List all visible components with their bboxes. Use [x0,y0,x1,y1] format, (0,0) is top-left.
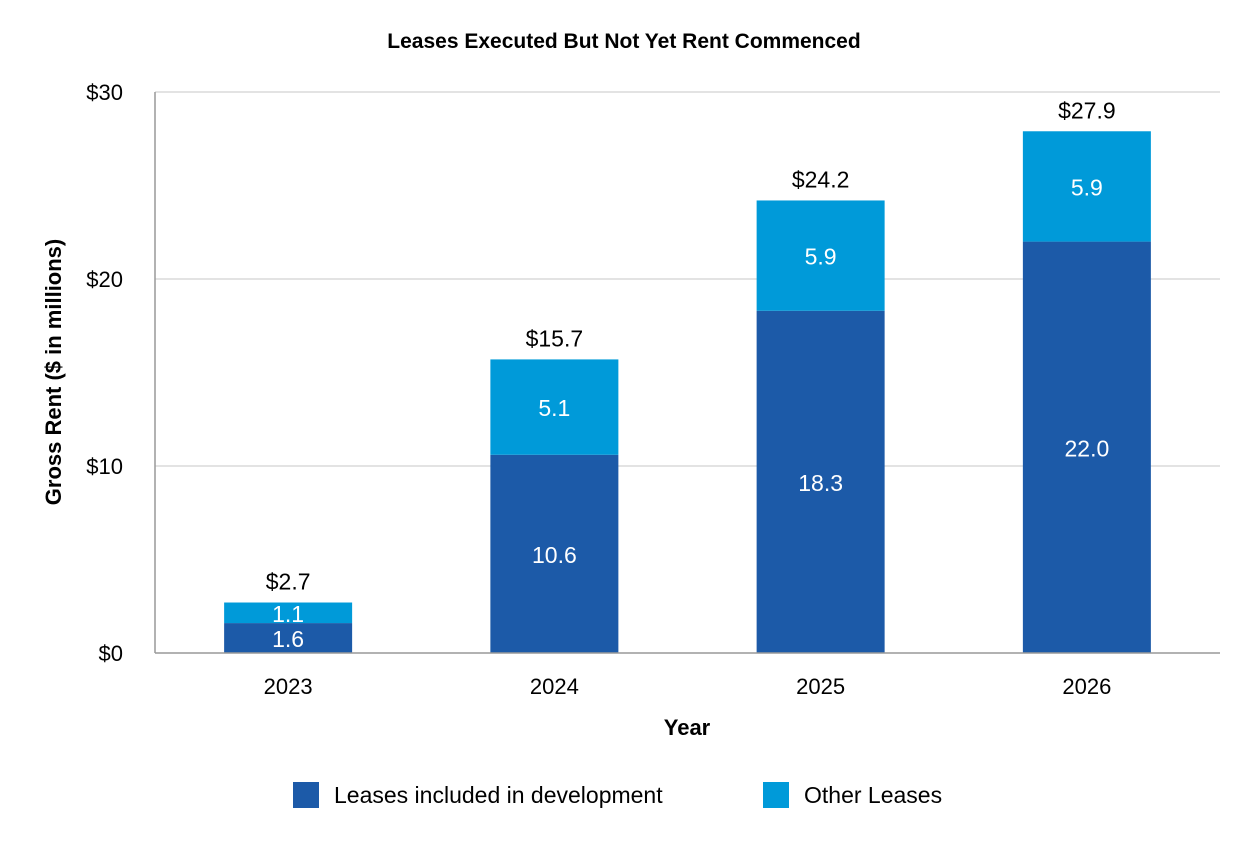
legend-label-development: Leases included in development [334,782,663,808]
y-tick-label: $0 [99,641,123,666]
x-axis-label: Year [664,715,711,740]
legend-label-other: Other Leases [804,782,942,808]
bar-data-label: 10.6 [532,542,577,568]
bar-data-label: 5.1 [538,395,570,421]
bar-segment-development-2024 [490,454,619,653]
bar-segment-other-2026 [1022,131,1151,242]
legend: Leases included in development Other Lea… [293,782,942,808]
bar-segment-development-2026 [1022,241,1151,653]
x-tick-label: 2024 [530,674,579,699]
legend-swatch-development [293,782,319,808]
bar-segment-other-2023 [224,602,353,624]
bars: 1.61.1 $2.7 10.6 5.1 $15.7 18.3 5.9 $24.2 22.0 5.… [224,97,1151,653]
bar-segment-development-2025 [756,310,885,653]
bar-data-label: 22.0 [1064,435,1109,461]
bar-segment-other-2024 [490,359,619,455]
y-tick-label: $30 [86,80,123,105]
bar-total-label: $27.9 [1058,97,1116,123]
bar-total-label: $2.7 [266,569,311,595]
x-axis-ticks: 2023 2024 2025 2026 [264,674,1112,699]
bar-segment-development-2023 [224,623,353,653]
y-axis-label: Gross Rent ($ in millions) [41,239,66,505]
bar-data-label: 5.9 [1071,174,1103,200]
legend-swatch-other [763,782,789,808]
bar-data-label: 1.1 [272,601,304,627]
chart-title: Leases Executed But Not Yet Rent Commenc… [387,30,860,53]
bar-data-label: 5.9 [805,244,837,270]
y-tick-label: $10 [86,454,123,479]
bar-segment-other-2025 [756,200,885,311]
y-tick-label: $20 [86,267,123,292]
bar-total-label: $15.7 [526,325,584,351]
x-tick-label: 2025 [796,674,845,699]
bar-data-label: 1.6 [272,626,304,652]
bar-total-label: $24.2 [792,166,850,192]
y-axis-ticks: $0 $10 $20 $30 [86,80,123,666]
bar-data-label: 18.3 [798,470,843,496]
x-tick-label: 2023 [264,674,313,699]
x-tick-label: 2026 [1062,674,1111,699]
